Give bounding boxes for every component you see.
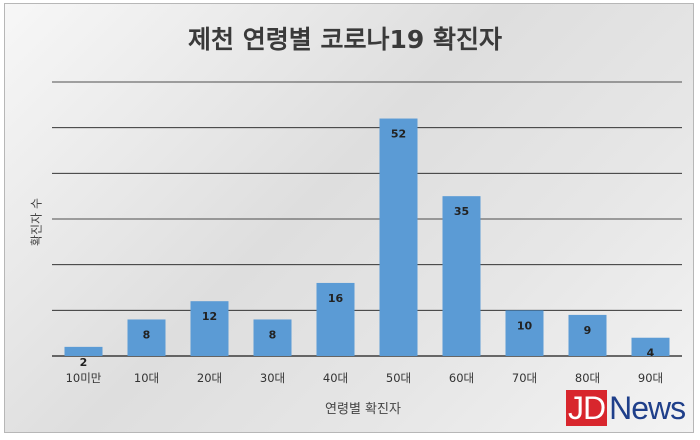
x-tick-label: 80대 [575,371,600,385]
logo-jd: JD [566,390,608,426]
logo-news: News [609,390,686,426]
data-label: 8 [269,328,277,341]
x-axis-label: 연령별 확진자 [325,402,401,417]
bar [64,346,103,356]
bar [379,118,418,357]
bar [631,337,670,356]
x-tick-label: 90대 [638,371,663,385]
chart-frame [4,3,694,433]
data-label: 16 [328,292,344,305]
data-label: 12 [202,310,217,323]
data-label: 10 [517,319,533,332]
data-label: 52 [391,128,406,141]
x-tick-label: 50대 [386,371,411,385]
bar [316,282,355,356]
bar [127,319,166,356]
bar [253,319,292,356]
x-tick-label: 10미만 [66,371,102,385]
data-label: 35 [454,205,469,218]
data-label: 8 [143,328,151,341]
x-tick-label: 70대 [512,371,537,385]
bar [190,301,229,356]
x-tick-label: 20대 [197,371,222,385]
bar [442,196,481,356]
data-label: 2 [80,356,88,369]
data-label: 9 [584,324,592,337]
bar [505,310,544,356]
chart-title: 제천 연령별 코로나19 확진자 [188,25,502,54]
bar [568,314,607,356]
x-tick-label: 10대 [134,371,159,385]
x-tick-label: 40대 [323,371,348,385]
jdnews-logo: JD News [566,388,692,428]
x-tick-label: 60대 [449,371,474,385]
x-tick-label: 30대 [260,371,285,385]
data-label: 4 [647,347,655,360]
